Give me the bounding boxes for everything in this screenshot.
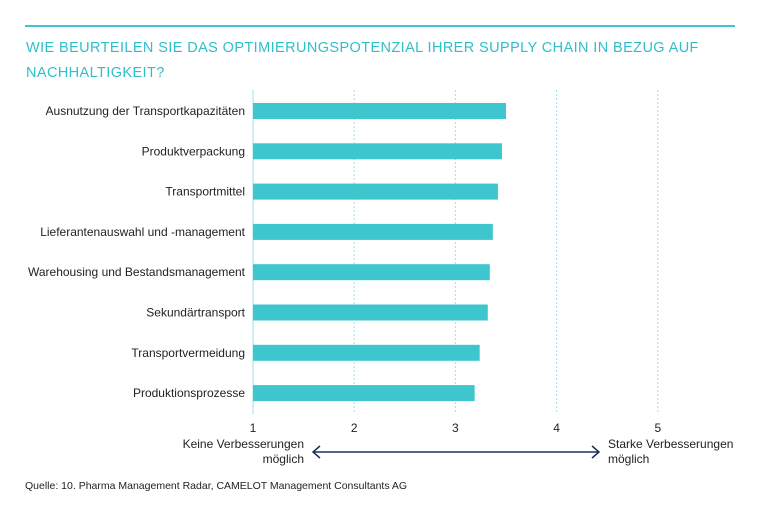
- arrow-right-icon: [591, 445, 601, 459]
- bar: [253, 183, 498, 200]
- bar: [253, 304, 488, 321]
- category-label: Produktverpackung: [142, 144, 245, 158]
- arrow-left-icon: [311, 445, 321, 459]
- top-rule: [25, 25, 735, 27]
- bar: [253, 223, 493, 240]
- category-label: Ausnutzung der Transportkapazitäten: [46, 104, 245, 118]
- bar: [253, 103, 506, 119]
- scale-high-label: möglich: [608, 452, 649, 466]
- category-label: Warehousing und Bestandsmanagement: [28, 265, 246, 279]
- scale-low-label: Keine Verbesserungen: [183, 437, 304, 451]
- source-note: Quelle: 10. Pharma Management Radar, CAM…: [25, 480, 408, 492]
- chart-title: WIE BEURTEILEN SIE DAS OPTIMIERUNGSPOTEN…: [26, 40, 699, 81]
- x-tick-label: 4: [553, 421, 560, 435]
- bar: [253, 385, 475, 402]
- x-tick-label: 2: [351, 421, 358, 435]
- bar: [253, 143, 502, 160]
- x-tick-label: 3: [452, 421, 459, 435]
- scale-low-label: möglich: [263, 452, 304, 466]
- x-tick-label: 1: [250, 421, 257, 435]
- bar: [253, 264, 490, 281]
- category-label: Sekundärtransport: [146, 306, 245, 320]
- category-label: Transportvermeidung: [131, 346, 245, 360]
- category-label: Lieferantenauswahl und -management: [40, 225, 245, 239]
- category-label: Transportmittel: [165, 185, 245, 199]
- category-label: Produktionsprozesse: [133, 386, 245, 400]
- x-tick-label: 5: [654, 421, 661, 435]
- scale-high-label: Starke Verbesserungen: [608, 437, 733, 451]
- bar: [253, 344, 480, 361]
